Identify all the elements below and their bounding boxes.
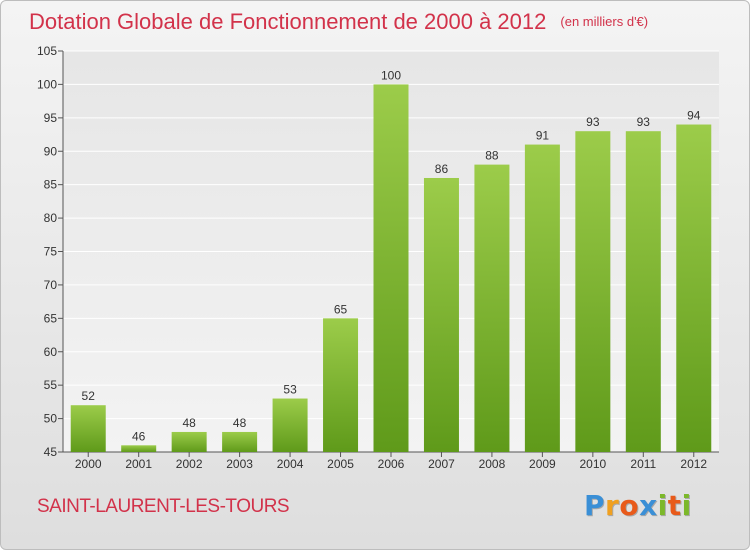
x-tick-label: 2011: [630, 457, 656, 471]
y-tick-label: 80: [44, 211, 58, 225]
bar-value-label: 88: [485, 149, 499, 163]
bar-value-label: 91: [536, 129, 550, 143]
bar-value-label: 86: [435, 162, 449, 176]
x-tick-label: 2008: [479, 457, 506, 471]
bar: [575, 131, 611, 452]
y-tick-label: 75: [44, 245, 58, 259]
y-tick-label: 70: [44, 278, 58, 292]
chart-title: Dotation Globale de Fonctionnement de 20…: [29, 9, 648, 35]
chart-title-text: Dotation Globale de Fonctionnement de 20…: [29, 9, 547, 34]
chart-subtitle: (en milliers d'€): [560, 14, 649, 29]
bar-value-label: 93: [637, 115, 651, 129]
bar: [171, 431, 207, 452]
bar: [70, 405, 106, 452]
bar: [474, 164, 510, 452]
logo-letter: o: [619, 489, 640, 522]
logo-letter: t: [667, 489, 682, 522]
bar-value-label: 48: [182, 416, 196, 430]
bar-value-label: 93: [586, 115, 600, 129]
y-tick-label: 95: [44, 111, 58, 125]
x-tick-label: 2005: [327, 457, 354, 471]
x-tick-label: 2001: [125, 457, 152, 471]
x-tick-label: 2009: [529, 457, 556, 471]
bar: [121, 445, 157, 452]
bar-value-label: 65: [334, 302, 348, 316]
x-tick-label: 2003: [226, 457, 253, 471]
y-tick-label: 45: [44, 445, 58, 459]
bar-value-label: 48: [233, 416, 247, 430]
logo-letter: P: [584, 489, 606, 522]
x-tick-label: 2002: [176, 457, 203, 471]
x-tick-label: 2004: [277, 457, 304, 471]
x-tick-label: 2000: [75, 457, 102, 471]
bar-value-label: 46: [132, 429, 146, 443]
logo-letter: r: [605, 489, 620, 522]
y-tick-label: 50: [44, 412, 58, 426]
y-tick-label: 90: [44, 144, 58, 158]
x-tick-label: 2006: [378, 457, 405, 471]
logo-letter: i: [681, 489, 692, 522]
x-tick-label: 2007: [428, 457, 455, 471]
y-tick-label: 65: [44, 311, 58, 325]
y-tick-label: 55: [44, 378, 58, 392]
bar: [676, 124, 712, 453]
proxiti-logo: Proxiti: [584, 489, 692, 522]
y-tick-label: 85: [44, 178, 58, 192]
y-tick-label: 100: [37, 77, 57, 91]
x-tick-label: 2010: [579, 457, 606, 471]
y-tick-label: 105: [37, 44, 57, 58]
bar-value-label: 94: [687, 109, 701, 123]
bar: [222, 431, 258, 452]
commune-name: SAINT-LAURENT-LES-TOURS: [37, 496, 290, 517]
bar-value-label: 100: [381, 68, 401, 82]
logo-letter: i: [657, 489, 668, 522]
bar-value-label: 53: [283, 383, 297, 397]
bar: [323, 318, 359, 452]
bar-value-label: 52: [82, 389, 96, 403]
bar: [373, 84, 409, 453]
bar: [423, 177, 459, 452]
bar: [524, 144, 560, 453]
logo-letter: x: [639, 489, 658, 522]
y-tick-label: 60: [44, 345, 58, 359]
bar: [625, 131, 661, 452]
bar: [272, 398, 308, 452]
x-tick-label: 2012: [680, 457, 707, 471]
